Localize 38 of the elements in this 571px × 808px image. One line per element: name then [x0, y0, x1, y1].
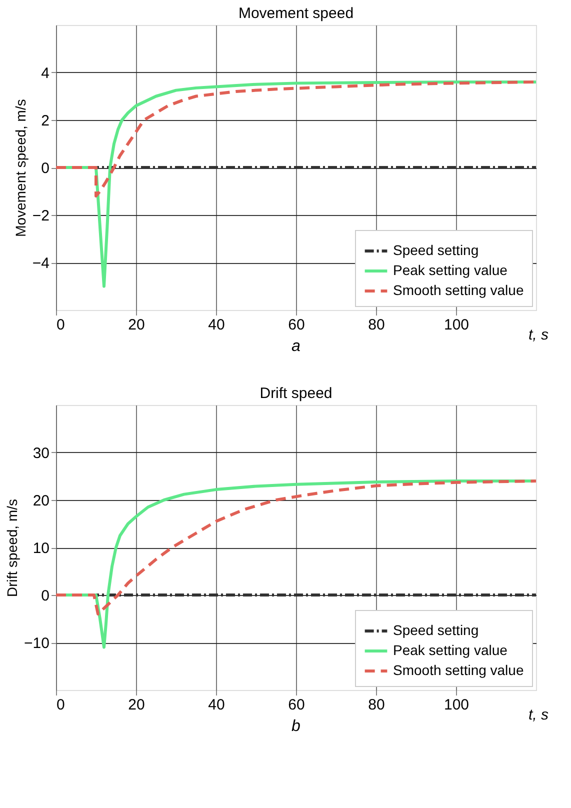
legend-label: Smooth setting value: [393, 282, 524, 298]
legend-label: Speed setting: [393, 622, 479, 638]
y-axis-title: Movement speed, m/s: [12, 99, 28, 237]
x-tick-label: 80: [368, 316, 385, 334]
legend-label: Smooth setting value: [393, 662, 524, 678]
line-series: [56, 480, 536, 616]
y-axis-title: Drift speed, m/s: [4, 498, 20, 598]
chart-title: Movement speed: [238, 5, 354, 22]
x-axis-title: t, s: [528, 326, 549, 344]
legend-label: Speed setting: [393, 242, 479, 258]
x-tick-label: 20: [128, 696, 145, 714]
x-tick-label: 40: [208, 696, 225, 714]
y-tick-label: −2: [32, 208, 50, 224]
y-tick-label: −10: [24, 635, 50, 652]
x-tick-label: 0: [56, 316, 65, 334]
y-tick-label: 0: [41, 588, 50, 604]
x-tick-label: 60: [288, 696, 305, 714]
x-tick-label: 80: [368, 696, 385, 714]
text: b: [292, 718, 301, 735]
x-tick-label: 60: [288, 316, 305, 334]
legend-label: Peak setting value: [393, 642, 508, 658]
chart-title: Drift speed: [260, 385, 332, 402]
y-tick-label: 2: [41, 112, 50, 130]
y-tick-label: 10: [32, 540, 50, 557]
y-tick-label: 0: [41, 160, 50, 177]
line-series: [56, 80, 536, 198]
legend-label: Peak setting value: [393, 262, 508, 278]
x-tick-label: 100: [444, 696, 470, 714]
y-tick-label: 20: [32, 492, 50, 510]
x-axis-title: t, s: [528, 706, 549, 724]
y-tick-label: −4: [32, 255, 50, 272]
text: a: [292, 338, 301, 355]
y-tick-label: 4: [41, 65, 50, 82]
y-tick-label: 30: [32, 445, 50, 462]
x-tick-label: 40: [208, 316, 225, 334]
x-tick-label: 100: [444, 316, 470, 334]
x-tick-label: 0: [56, 696, 65, 714]
x-tick-label: 20: [128, 316, 145, 334]
